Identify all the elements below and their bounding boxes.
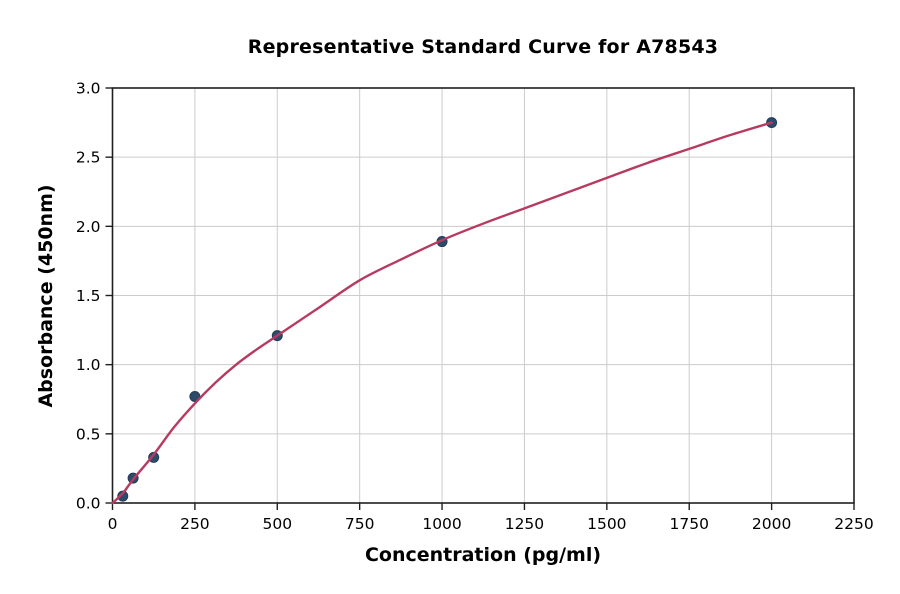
x-axis-label: Concentration (pg/ml) bbox=[364, 544, 602, 566]
chart-title: Representative Standard Curve for A78543 bbox=[247, 36, 719, 58]
y-tick-label: 0.5 bbox=[76, 425, 101, 443]
x-tick-label: 1250 bbox=[505, 515, 544, 533]
y-axis-label: Absorbance (450nm) bbox=[35, 184, 57, 408]
y-tick-label: 2.0 bbox=[76, 218, 101, 236]
y-tick-label: 2.5 bbox=[76, 149, 101, 167]
fit-curve-path bbox=[111, 121, 773, 505]
y-tick-label: 3.0 bbox=[76, 80, 101, 98]
x-tick-label: 1000 bbox=[422, 515, 461, 533]
x-tick-label: 250 bbox=[180, 515, 210, 533]
data-point bbox=[117, 490, 129, 502]
y-tick-label: 1.5 bbox=[76, 287, 101, 305]
data-point bbox=[148, 451, 160, 463]
x-tick-label: 2250 bbox=[834, 515, 873, 533]
y-tick-label: 0.0 bbox=[76, 495, 101, 513]
x-tick-label: 2000 bbox=[752, 515, 791, 533]
y-tick-label: 1.0 bbox=[76, 356, 101, 374]
x-tick-label: 0 bbox=[108, 515, 118, 533]
x-tick-label: 500 bbox=[262, 515, 292, 533]
x-tick-label: 750 bbox=[345, 515, 375, 533]
x-tick-label: 1750 bbox=[669, 515, 708, 533]
x-tick-label: 1500 bbox=[587, 515, 626, 533]
